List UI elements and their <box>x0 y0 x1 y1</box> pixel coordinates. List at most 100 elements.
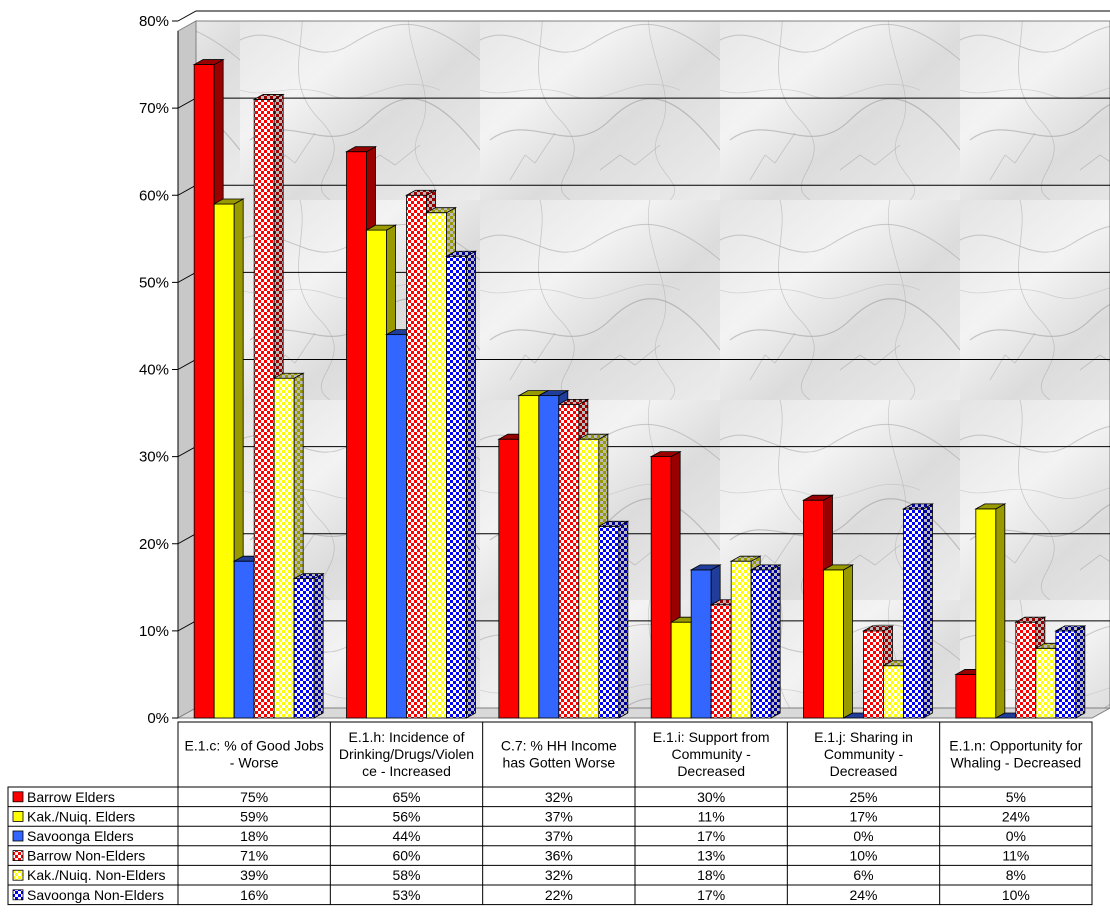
table-cell-value: 17% <box>697 828 725 844</box>
table-cell-value: 10% <box>1002 887 1030 903</box>
table-cell-value: 60% <box>392 848 420 864</box>
bar-front <box>387 335 407 718</box>
table-cell-value: 39% <box>240 867 268 883</box>
bar-front <box>427 213 447 718</box>
y-tick-label: 50% <box>139 274 169 291</box>
category-label: ce - Increased <box>362 763 451 779</box>
category-label: E.1.j: Sharing in <box>814 729 913 745</box>
category-label: E.1.n: Opportunity for <box>949 738 1082 754</box>
bar-front <box>1016 622 1036 718</box>
table-cell-value: 17% <box>849 808 877 824</box>
bar <box>599 521 628 718</box>
bar-side <box>844 565 853 718</box>
bar-front <box>711 605 731 718</box>
bar-front <box>294 579 314 718</box>
bar-front <box>751 570 771 718</box>
y-tick-label: 10% <box>139 623 169 640</box>
y-tick-label: 20% <box>139 536 169 553</box>
bar <box>447 251 476 718</box>
table-cell-value: 37% <box>545 808 573 824</box>
table-cell-value: 37% <box>545 828 573 844</box>
table-cell-value: 59% <box>240 808 268 824</box>
table-cell-value: 56% <box>392 808 420 824</box>
bar-front <box>599 526 619 718</box>
table-cell-value: 24% <box>849 887 877 903</box>
y-tick-label: 40% <box>139 362 169 379</box>
table-cell-value: 13% <box>697 848 725 864</box>
y-tick-label: 80% <box>139 13 169 30</box>
bar-front <box>691 570 711 718</box>
bar <box>1056 626 1085 718</box>
bar-front <box>976 509 996 718</box>
table-cell-value: 18% <box>240 828 268 844</box>
category-label: E.1.i: Support from <box>653 729 770 745</box>
table-cell-value: 53% <box>392 887 420 903</box>
legend-label: Barrow Non-Elders <box>27 848 145 864</box>
table-cell-value: 16% <box>240 887 268 903</box>
table-cell-value: 17% <box>697 887 725 903</box>
y-tick-label: 60% <box>139 187 169 204</box>
bar-side <box>467 251 476 718</box>
category-label: has Gotten Worse <box>503 755 616 771</box>
table-cell-value: 24% <box>1002 808 1030 824</box>
bar <box>294 574 323 718</box>
bar-side <box>996 504 1005 718</box>
table-cell-value: 25% <box>849 789 877 805</box>
bar-front <box>1056 631 1076 718</box>
bar-front <box>864 631 884 718</box>
category-label: E.1.c: % of Good Jobs <box>185 738 324 754</box>
y-tick-label: 0% <box>147 710 169 727</box>
bar-front <box>194 65 214 718</box>
category-label: Community - <box>824 746 904 762</box>
table-cell-value: 10% <box>849 848 877 864</box>
bar-front <box>367 230 387 718</box>
table-cell-value: 11% <box>698 808 725 824</box>
bar <box>976 504 1005 718</box>
table-cell-value: 44% <box>392 828 420 844</box>
table-cell-value: 36% <box>545 848 573 864</box>
table-cell-value: 11% <box>1002 848 1029 864</box>
legend-label: Savoonga Elders <box>27 828 134 844</box>
bar-side <box>619 521 628 718</box>
legend-swatch <box>13 831 23 841</box>
bar-front <box>559 404 579 718</box>
bar <box>904 504 933 718</box>
table-cell-value: 8% <box>1006 867 1026 883</box>
category-label: Drinking/Drugs/Violen <box>339 746 474 762</box>
legend-swatch <box>13 792 23 802</box>
bar-side <box>771 565 780 718</box>
table-cell-value: 6% <box>853 867 873 883</box>
bar-front <box>347 152 367 718</box>
bar-front <box>214 204 234 718</box>
bar-front <box>274 378 294 718</box>
table-cell-value: 71% <box>240 848 268 864</box>
bar-front <box>579 439 599 718</box>
table-cell-value: 32% <box>545 867 573 883</box>
bar-side <box>314 574 323 718</box>
y-tick-label: 30% <box>139 449 169 466</box>
legend-label: Kak./Nuiq. Elders <box>27 808 135 824</box>
bar-front <box>447 256 467 718</box>
legend-swatch <box>13 811 23 821</box>
bar-side <box>924 504 933 718</box>
bar-front <box>539 396 559 718</box>
category-label: Whaling - Decreased <box>950 755 1081 771</box>
legend-label: Barrow Elders <box>27 789 115 805</box>
legend-label: Kak./Nuiq. Non-Elders <box>27 867 166 883</box>
category-label: C.7: % HH Income <box>501 738 617 754</box>
bar-front <box>234 561 254 718</box>
category-label: Decreased <box>830 763 898 779</box>
category-label: E.1.h: Incidence of <box>349 729 465 745</box>
table-cell-value: 22% <box>545 887 573 903</box>
bar-front <box>651 457 671 718</box>
table-cell-value: 0% <box>1006 828 1026 844</box>
bar-front <box>499 439 519 718</box>
table-cell-value: 0% <box>853 828 873 844</box>
table-cell-value: 5% <box>1006 789 1026 805</box>
y-tick-label: 70% <box>139 100 169 117</box>
table-cell-value: 58% <box>392 867 420 883</box>
gridline <box>178 11 1110 21</box>
bar-front <box>956 674 976 718</box>
plot-side-wall <box>178 21 196 718</box>
